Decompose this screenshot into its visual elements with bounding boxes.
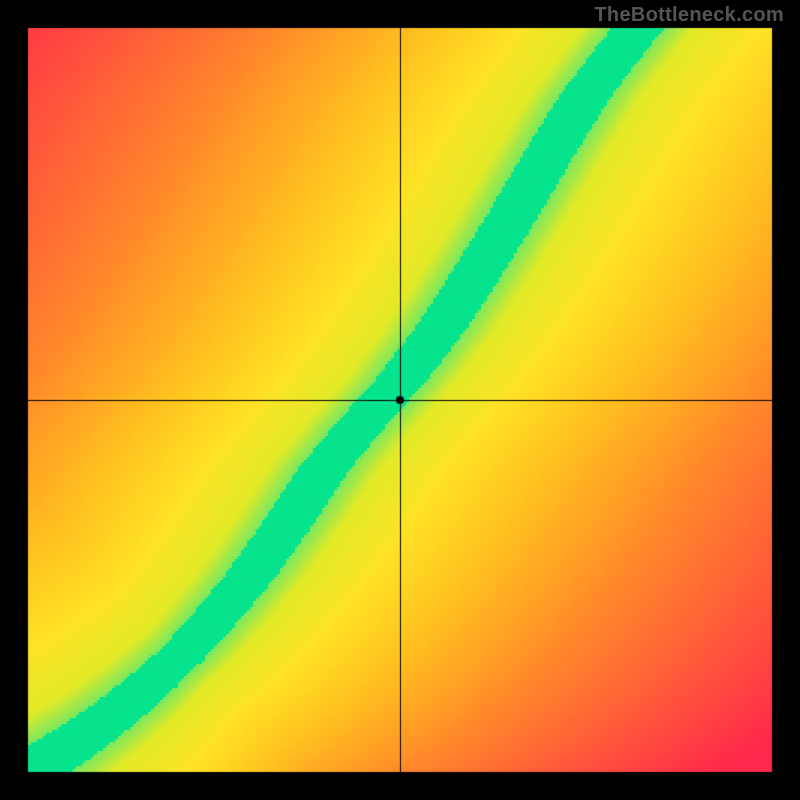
watermark-text: TheBottleneck.com [594,4,784,27]
bottleneck-heatmap-canvas [0,0,800,800]
chart-container: TheBottleneck.com [0,0,800,800]
